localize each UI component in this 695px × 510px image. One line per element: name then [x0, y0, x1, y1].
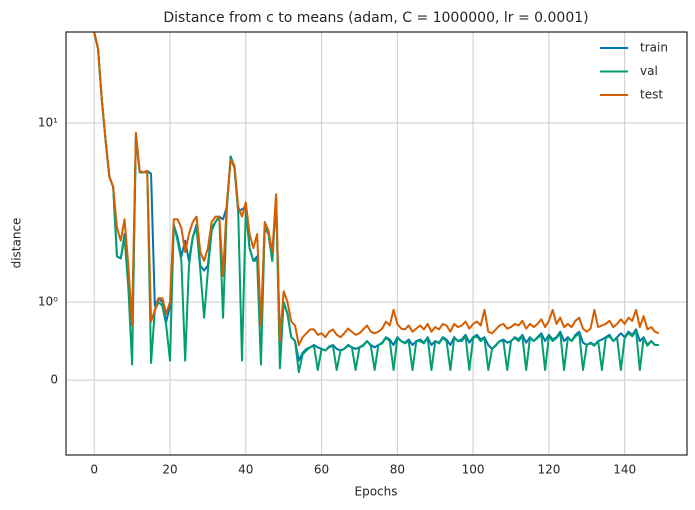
x-tick-label: 40: [238, 463, 253, 477]
y-tick-label: 0: [50, 373, 58, 387]
x-tick-label: 80: [390, 463, 405, 477]
line-series: [93, 32, 660, 346]
legend-label: train: [640, 41, 668, 55]
chart-title: Distance from c to means (adam, C = 1000…: [163, 10, 588, 26]
y-tick-label: 10¹: [38, 115, 58, 129]
x-tick-label: 60: [314, 463, 329, 477]
x-tick-label: 140: [613, 463, 636, 477]
x-tick-label: 120: [537, 463, 560, 477]
x-axis-label: Epochs: [355, 485, 398, 499]
legend-label: test: [640, 88, 663, 102]
legend-label: val: [640, 64, 658, 78]
y-tick-label: 10⁰: [38, 295, 58, 309]
y-axis-label: distance: [10, 218, 24, 269]
x-tick-label: 100: [462, 463, 485, 477]
plot-frame: [65, 31, 688, 456]
x-tick-label: 0: [90, 463, 98, 477]
line-series: [93, 32, 659, 374]
x-tick-label: 20: [162, 463, 177, 477]
line-series: [93, 32, 659, 362]
